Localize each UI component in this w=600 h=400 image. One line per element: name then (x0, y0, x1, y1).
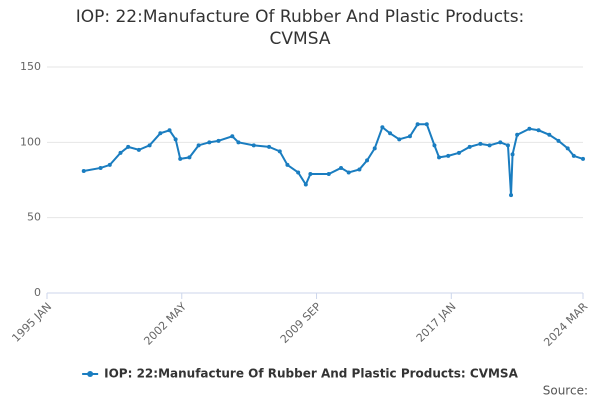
data-point (397, 137, 402, 142)
data-point (446, 153, 451, 158)
data-point (509, 193, 514, 198)
data-point (456, 150, 461, 155)
data-point (98, 165, 103, 170)
data-point (216, 138, 221, 143)
data-point (498, 140, 503, 145)
data-point (303, 182, 308, 187)
data-point (571, 153, 576, 158)
data-point (158, 131, 163, 136)
y-tick-label: 0 (34, 286, 41, 299)
data-point (207, 140, 212, 145)
legend: IOP: 22:Manufacture Of Rubber And Plasti… (82, 367, 519, 381)
data-point (173, 137, 178, 142)
data-point (136, 147, 141, 152)
legend-label: IOP: 22:Manufacture Of Rubber And Plasti… (104, 367, 518, 381)
data-point (296, 170, 301, 175)
data-point (147, 143, 152, 148)
data-point (467, 144, 472, 149)
data-point (357, 167, 362, 172)
legend-marker (87, 371, 94, 377)
data-point (415, 122, 420, 127)
data-point (230, 134, 235, 139)
data-point (346, 170, 351, 175)
x-tick-label: 2024 MAR (541, 300, 590, 349)
x-tick-label: 2002 MAY (141, 300, 189, 348)
data-point (407, 134, 412, 139)
data-point (547, 132, 552, 137)
y-tick-label: 150 (20, 60, 41, 73)
data-point (565, 146, 570, 151)
x-tick-label: 2017 JAN (414, 300, 459, 345)
data-point (478, 141, 483, 146)
data-point (126, 144, 131, 149)
data-point (107, 162, 112, 167)
data-point (81, 168, 86, 173)
data-point (267, 144, 272, 149)
data-point (308, 171, 313, 176)
data-point (178, 156, 183, 161)
data-point (424, 122, 429, 127)
data-point (536, 128, 541, 133)
data-point (581, 156, 585, 161)
data-point (432, 143, 437, 148)
data-point (487, 143, 492, 148)
data-point (515, 132, 520, 137)
chart-title: IOP: 22:Manufacture Of Rubber And Plasti… (75, 7, 525, 49)
y-tick-label: 100 (20, 135, 41, 148)
source: Source: (543, 384, 588, 398)
data-point (187, 155, 192, 160)
data-point (527, 126, 532, 131)
data-point (285, 162, 290, 167)
y-tick-label: 50 (27, 211, 41, 224)
data-line (83, 123, 584, 196)
data-point (388, 131, 393, 136)
data-point (167, 128, 172, 133)
data-point (251, 143, 256, 148)
data-point (339, 165, 344, 170)
data-point (365, 158, 370, 163)
data-point (326, 171, 331, 176)
x-tick-label: 2009 SEP (278, 300, 324, 346)
data-point (380, 125, 385, 130)
data-point (118, 150, 123, 155)
data-point (556, 138, 561, 143)
data-point (437, 155, 442, 160)
data-point (196, 143, 201, 148)
data-point (372, 146, 377, 151)
x-tick-label: 1995 JAN (9, 300, 54, 345)
data-point (505, 143, 510, 148)
data-point (510, 152, 515, 157)
data-point (236, 140, 241, 145)
data-point (277, 149, 282, 154)
